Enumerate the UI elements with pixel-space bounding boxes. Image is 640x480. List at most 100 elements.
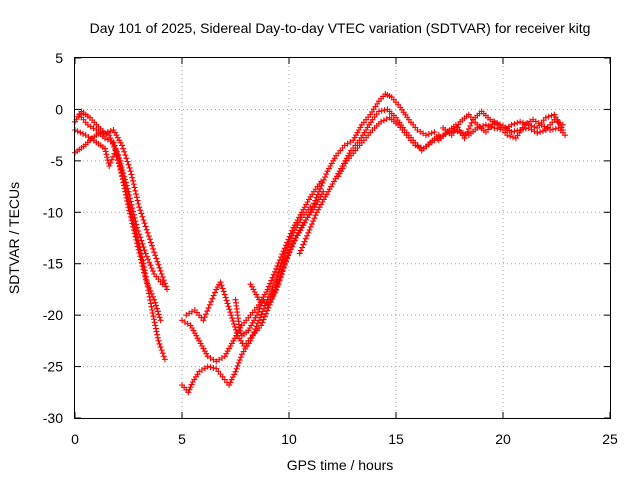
data-point	[422, 132, 429, 139]
data-point	[507, 133, 514, 140]
data-point	[228, 312, 235, 319]
data-point	[280, 263, 287, 270]
data-point	[295, 214, 302, 221]
data-point	[130, 181, 137, 188]
data-point	[126, 191, 133, 198]
data-point	[251, 289, 258, 295]
data-point	[117, 160, 124, 167]
data-point	[111, 129, 118, 136]
data-point	[297, 211, 304, 218]
data-point	[218, 282, 225, 289]
y-tick-label: -25	[43, 359, 63, 375]
series-track-6	[179, 178, 325, 365]
y-tick-label: -30	[43, 410, 63, 426]
data-point	[156, 264, 163, 271]
data-point	[135, 246, 142, 253]
data-point	[281, 260, 288, 267]
data-point	[315, 206, 322, 213]
data-point	[101, 130, 108, 137]
data-point	[297, 227, 304, 234]
data-point	[223, 350, 230, 357]
data-point	[305, 211, 312, 218]
data-point	[134, 197, 141, 204]
data-point	[118, 164, 125, 171]
data-point	[143, 226, 150, 233]
data-point	[251, 329, 258, 336]
data-point	[462, 132, 469, 139]
data-point	[232, 368, 239, 375]
data-point	[258, 311, 265, 318]
data-point	[286, 233, 293, 240]
data-point	[154, 334, 161, 341]
data-point	[274, 283, 281, 290]
data-point	[315, 188, 322, 195]
data-point	[107, 128, 114, 135]
data-point	[494, 125, 501, 132]
data-point	[282, 242, 289, 249]
data-point	[480, 122, 487, 129]
data-point	[80, 130, 87, 137]
data-point	[201, 348, 208, 355]
data-point	[202, 311, 209, 318]
data-point	[519, 126, 526, 133]
data-point	[305, 196, 312, 203]
data-point	[133, 194, 140, 201]
data-point	[151, 296, 158, 303]
data-point	[155, 261, 162, 268]
data-point	[228, 340, 235, 347]
data-point	[147, 287, 154, 294]
data-point	[267, 290, 274, 297]
y-tick-label: 0	[55, 101, 63, 117]
data-point	[325, 188, 332, 195]
data-point	[274, 262, 281, 269]
data-point	[258, 322, 265, 329]
data-point	[314, 191, 321, 198]
data-point	[261, 313, 268, 320]
data-point	[159, 281, 166, 288]
data-point	[153, 255, 160, 262]
data-point	[271, 268, 278, 275]
data-point	[313, 194, 320, 201]
data-point	[204, 308, 211, 315]
data-point	[259, 308, 266, 315]
data-point	[318, 201, 325, 208]
data-point	[147, 300, 154, 307]
data-point	[511, 120, 518, 127]
data-point	[143, 279, 150, 286]
data-point	[304, 214, 311, 221]
data-point	[135, 227, 142, 234]
data-point	[256, 305, 263, 312]
data-point	[264, 286, 271, 293]
data-point	[319, 199, 326, 205]
data-point	[226, 382, 233, 389]
data-point	[145, 282, 152, 289]
data-point	[248, 283, 255, 290]
data-point	[316, 204, 323, 211]
data-point	[291, 237, 298, 244]
data-point	[264, 301, 271, 308]
data-point	[115, 154, 122, 161]
data-point	[269, 274, 276, 281]
data-point	[326, 186, 333, 193]
y-axis-label: SDTVAR / TECUs	[6, 182, 22, 294]
data-point	[110, 139, 117, 146]
data-point	[227, 343, 234, 349]
data-point	[279, 267, 286, 274]
data-point	[77, 129, 84, 136]
data-point	[149, 242, 156, 249]
data-point	[265, 304, 272, 311]
data-point	[284, 239, 291, 246]
data-point	[229, 315, 236, 322]
data-point	[289, 243, 296, 250]
data-point	[142, 223, 149, 230]
data-point	[153, 302, 160, 309]
data-point	[251, 317, 258, 324]
data-point	[128, 217, 135, 224]
data-point	[508, 121, 515, 128]
data-point	[357, 124, 364, 131]
data-point	[465, 125, 472, 132]
data-point	[156, 314, 163, 321]
data-point	[206, 301, 213, 308]
data-point	[467, 122, 474, 129]
